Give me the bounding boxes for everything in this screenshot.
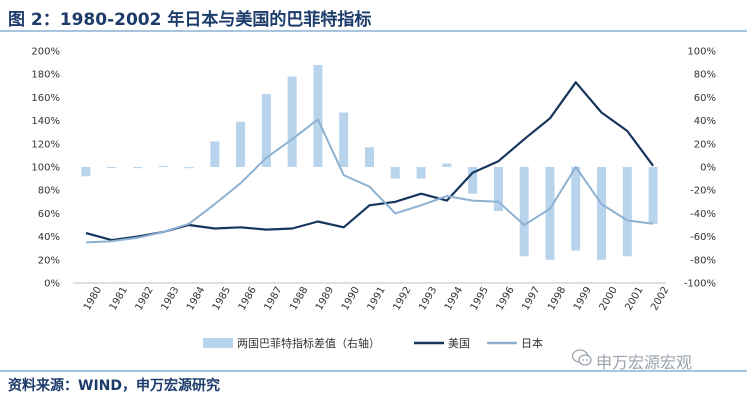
line-japan [85, 118, 654, 244]
x-tick-label: 1984 [185, 285, 207, 313]
bar-1997 [519, 167, 529, 257]
x-tick-label: 1986 [237, 285, 259, 313]
x-tick-label: 2000 [598, 285, 620, 313]
x-tick-label: 1992 [391, 285, 413, 313]
x-tick-label: 1980 [82, 285, 104, 313]
right-tick-label: 60% [694, 93, 716, 104]
bar-1991 [365, 147, 374, 167]
x-tick-label: 1993 [417, 285, 439, 313]
bar-1984 [184, 167, 194, 169]
bar-1990 [339, 112, 349, 167]
bar-1985 [210, 141, 220, 167]
bar-1983 [158, 165, 168, 167]
bar-1992 [390, 167, 400, 179]
left-tick-label: 60% [38, 209, 60, 220]
left-tick-label: 180% [31, 70, 60, 81]
bar-1986 [236, 121, 246, 167]
bar-1998 [545, 167, 555, 260]
x-tick-label: 1988 [288, 285, 310, 313]
x-tick-label: 1983 [159, 285, 181, 313]
x-tick-label: 1987 [262, 285, 284, 313]
bar-1995 [468, 167, 478, 194]
right-tick-label: 20% [694, 139, 716, 150]
source-note: 资料来源：WIND，申万宏源研究 [8, 378, 220, 394]
x-tick-label: 2001 [623, 285, 645, 313]
x-tick-label: 1998 [546, 285, 568, 313]
right-tick-label: 40% [694, 116, 716, 127]
x-tick-label: 1999 [572, 285, 594, 313]
x-tick-label: 1994 [443, 285, 465, 313]
bar-2002 [648, 167, 658, 224]
x-tick-label: 1982 [134, 285, 156, 313]
bar-1993 [416, 167, 426, 179]
bar-2000 [597, 167, 607, 260]
x-tick-label: 1991 [366, 285, 388, 313]
bar-1996 [493, 167, 503, 212]
right-tick-label: 80% [694, 70, 716, 81]
right-tick-label: -80% [690, 255, 716, 266]
left-tick-label: 80% [38, 186, 60, 197]
legend-label-japan: 日本 [521, 336, 543, 350]
x-tick-label: 1990 [340, 285, 362, 313]
title-divider [0, 30, 747, 32]
legend-swatch-diff [203, 338, 233, 348]
left-tick-label: 40% [38, 232, 60, 243]
source-divider [0, 370, 747, 372]
left-tick-label: 20% [38, 255, 60, 266]
bar-1994 [442, 163, 452, 167]
legend-label-diff: 两国巴菲特指标差值（右轴） [237, 336, 380, 350]
watermark-text: 申万宏源宏观 [596, 353, 693, 372]
left-tick-label: 120% [31, 139, 60, 150]
left-tick-label: 160% [31, 93, 60, 104]
left-tick-label: 200% [31, 47, 60, 58]
right-tick-label: -40% [690, 209, 716, 220]
bar-2001 [622, 167, 632, 257]
bar-1988 [287, 76, 297, 167]
x-tick-label: 2002 [649, 285, 671, 313]
bar-1981 [107, 167, 117, 169]
x-tick-label: 1997 [520, 285, 542, 313]
right-tick-label: -100% [684, 279, 716, 290]
bar-1982 [132, 167, 142, 169]
right-tick-label: 0% [700, 163, 716, 174]
left-tick-label: 140% [31, 116, 60, 127]
bar-1999 [571, 167, 581, 251]
chart-title: 图 2：1980-2002 年日本与美国的巴菲特指标 [8, 10, 372, 30]
x-tick-label: 1995 [469, 285, 491, 313]
x-tick-label: 1981 [108, 285, 130, 313]
bar-1989 [313, 64, 323, 167]
right-tick-label: 100% [687, 47, 716, 58]
wechat-icon [572, 349, 592, 366]
x-tick-label: 1996 [494, 285, 516, 313]
left-tick-label: 100% [31, 163, 60, 174]
right-tick-label: -60% [690, 232, 716, 243]
bar-1987 [261, 93, 271, 167]
x-tick-label: 1985 [211, 285, 233, 313]
x-tick-label: 1989 [314, 285, 336, 313]
bar-1980 [81, 167, 91, 177]
chart: 0% 20% 40% 60% 80% 100% 120% 140% 160% 180% 200% -1… [31, 47, 716, 351]
legend-label-us: 美国 [448, 337, 470, 350]
left-tick-label: 0% [44, 279, 60, 290]
right-tick-label: -20% [690, 186, 716, 197]
